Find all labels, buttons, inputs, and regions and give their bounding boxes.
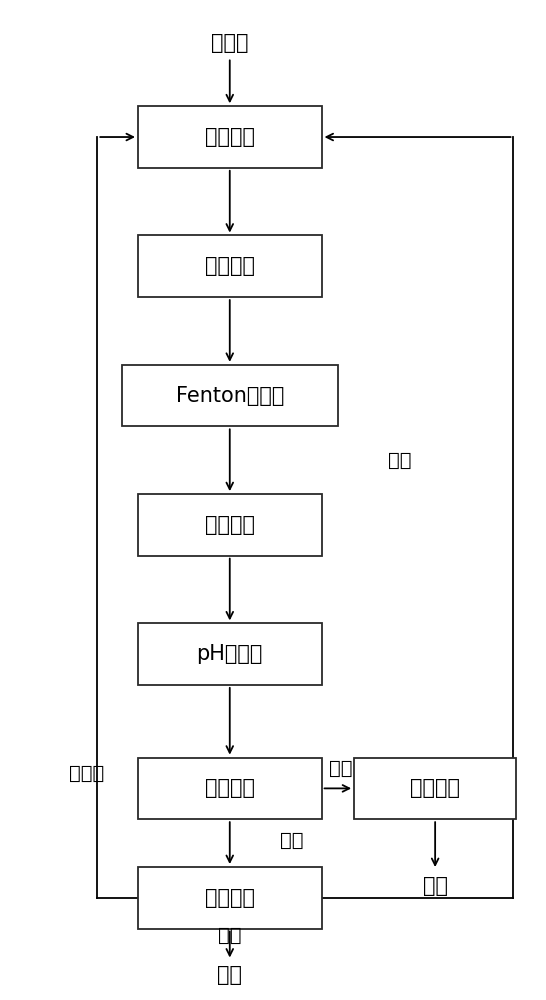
Text: 气浮反应: 气浮反应 [205, 778, 255, 798]
Text: 调节水质: 调节水质 [205, 127, 255, 147]
Bar [138, 758, 322, 819]
Text: 滤液: 滤液 [388, 451, 412, 470]
Text: 滤液: 滤液 [280, 831, 304, 850]
Text: 滤液检测: 滤液检测 [205, 888, 255, 908]
Text: 污泥脱水: 污泥脱水 [410, 778, 460, 798]
Bar [138, 235, 322, 297]
Text: 微波反应: 微波反应 [205, 515, 255, 535]
Bar [354, 758, 516, 819]
Bar [138, 106, 322, 168]
Text: 外运: 外运 [423, 876, 448, 896]
Text: 浓缩液: 浓缩液 [211, 33, 248, 53]
Text: 消泡处理: 消泡处理 [205, 256, 255, 276]
Text: 污泥: 污泥 [329, 759, 352, 778]
Text: 合格: 合格 [218, 926, 241, 945]
Text: 不合格: 不合格 [69, 764, 104, 783]
Text: pH值调节: pH值调节 [197, 644, 263, 664]
Bar [122, 365, 338, 426]
Bar [138, 494, 322, 556]
Text: Fenton预反应: Fenton预反应 [176, 386, 284, 406]
Bar [138, 623, 322, 685]
Bar [138, 867, 322, 929]
Text: 出水: 出水 [217, 965, 242, 985]
